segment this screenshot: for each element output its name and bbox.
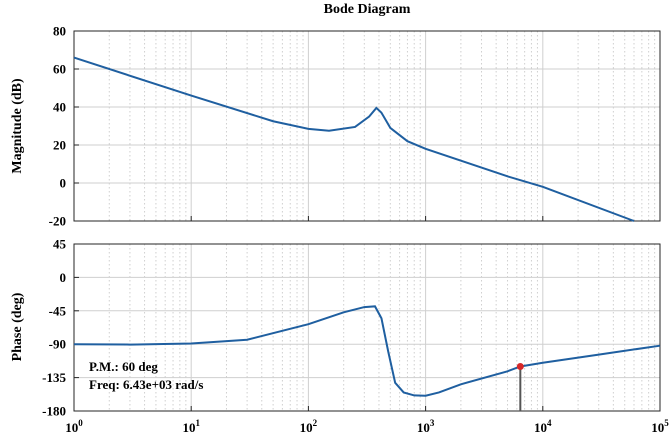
magnitude-y-ticks: -20 0 20 40 60 80 xyxy=(49,24,66,229)
x-tick-base: 10 xyxy=(651,420,664,435)
magnitude-y-axis-label: Magnitude (dB) xyxy=(10,78,25,174)
x-tick-base: 10 xyxy=(417,420,430,435)
magnitude-y-tick-label: 20 xyxy=(53,138,66,153)
x-tick-base: 10 xyxy=(182,420,195,435)
x-tick-exponent: 0 xyxy=(78,418,83,428)
x-tick-label: 105 xyxy=(651,418,669,435)
phase-y-tick-label: -90 xyxy=(49,337,66,352)
phase-y-tick-label: -45 xyxy=(49,303,67,318)
phase-y-tick-label: 45 xyxy=(53,237,67,252)
x-tick-exponent: 2 xyxy=(313,418,318,428)
phase-panel: -180 -135 -90 -45 0 45 P.M.: 60 deg Freq: 6.4… xyxy=(10,237,661,419)
x-tick-exponent: 3 xyxy=(430,418,435,428)
phase-y-ticks: -180 -135 -90 -45 0 45 xyxy=(42,237,66,419)
magnitude-axes-box xyxy=(73,30,661,222)
phase-y-axis-label: Phase (deg) xyxy=(10,292,25,361)
phase-y-tick-label: -135 xyxy=(42,370,66,385)
magnitude-y-tick-label: -20 xyxy=(49,214,66,229)
x-tick-label: 104 xyxy=(534,418,552,435)
frequency-x-ticks: 100 101 102 103 104 105 xyxy=(65,418,669,435)
x-tick-label: 102 xyxy=(300,418,318,435)
x-tick-exponent: 5 xyxy=(664,418,669,428)
x-tick-base: 10 xyxy=(300,420,313,435)
magnitude-y-tick-label: 60 xyxy=(53,62,66,77)
x-tick-base: 10 xyxy=(65,420,78,435)
magnitude-panel: -20 0 20 40 60 80 Magnitude (dB) xyxy=(10,24,661,229)
phase-margin-frequency-label: Freq: 6.43e+03 rad/s xyxy=(89,377,203,392)
magnitude-grid xyxy=(73,30,661,222)
phase-margin-label: P.M.: 60 deg xyxy=(89,359,158,374)
magnitude-y-tick-label: 40 xyxy=(53,100,66,115)
chart-title: Bode Diagram xyxy=(324,2,411,17)
phase-y-tick-label: -180 xyxy=(42,404,66,419)
phase-series-line xyxy=(73,305,661,397)
x-tick-label: 100 xyxy=(65,418,83,435)
magnitude-y-tick-label: 0 xyxy=(60,176,67,191)
x-tick-base: 10 xyxy=(534,420,547,435)
phase-y-tick-label: 0 xyxy=(60,270,67,285)
phase-axes-box xyxy=(73,243,661,412)
magnitude-series-line xyxy=(73,56,635,222)
x-tick-label: 101 xyxy=(182,418,200,435)
x-tick-exponent: 4 xyxy=(547,418,552,428)
x-tick-label: 103 xyxy=(417,418,435,435)
x-tick-exponent: 1 xyxy=(195,418,200,428)
phase-margin-marker[interactable] xyxy=(516,362,524,370)
magnitude-y-tick-label: 80 xyxy=(53,24,66,39)
